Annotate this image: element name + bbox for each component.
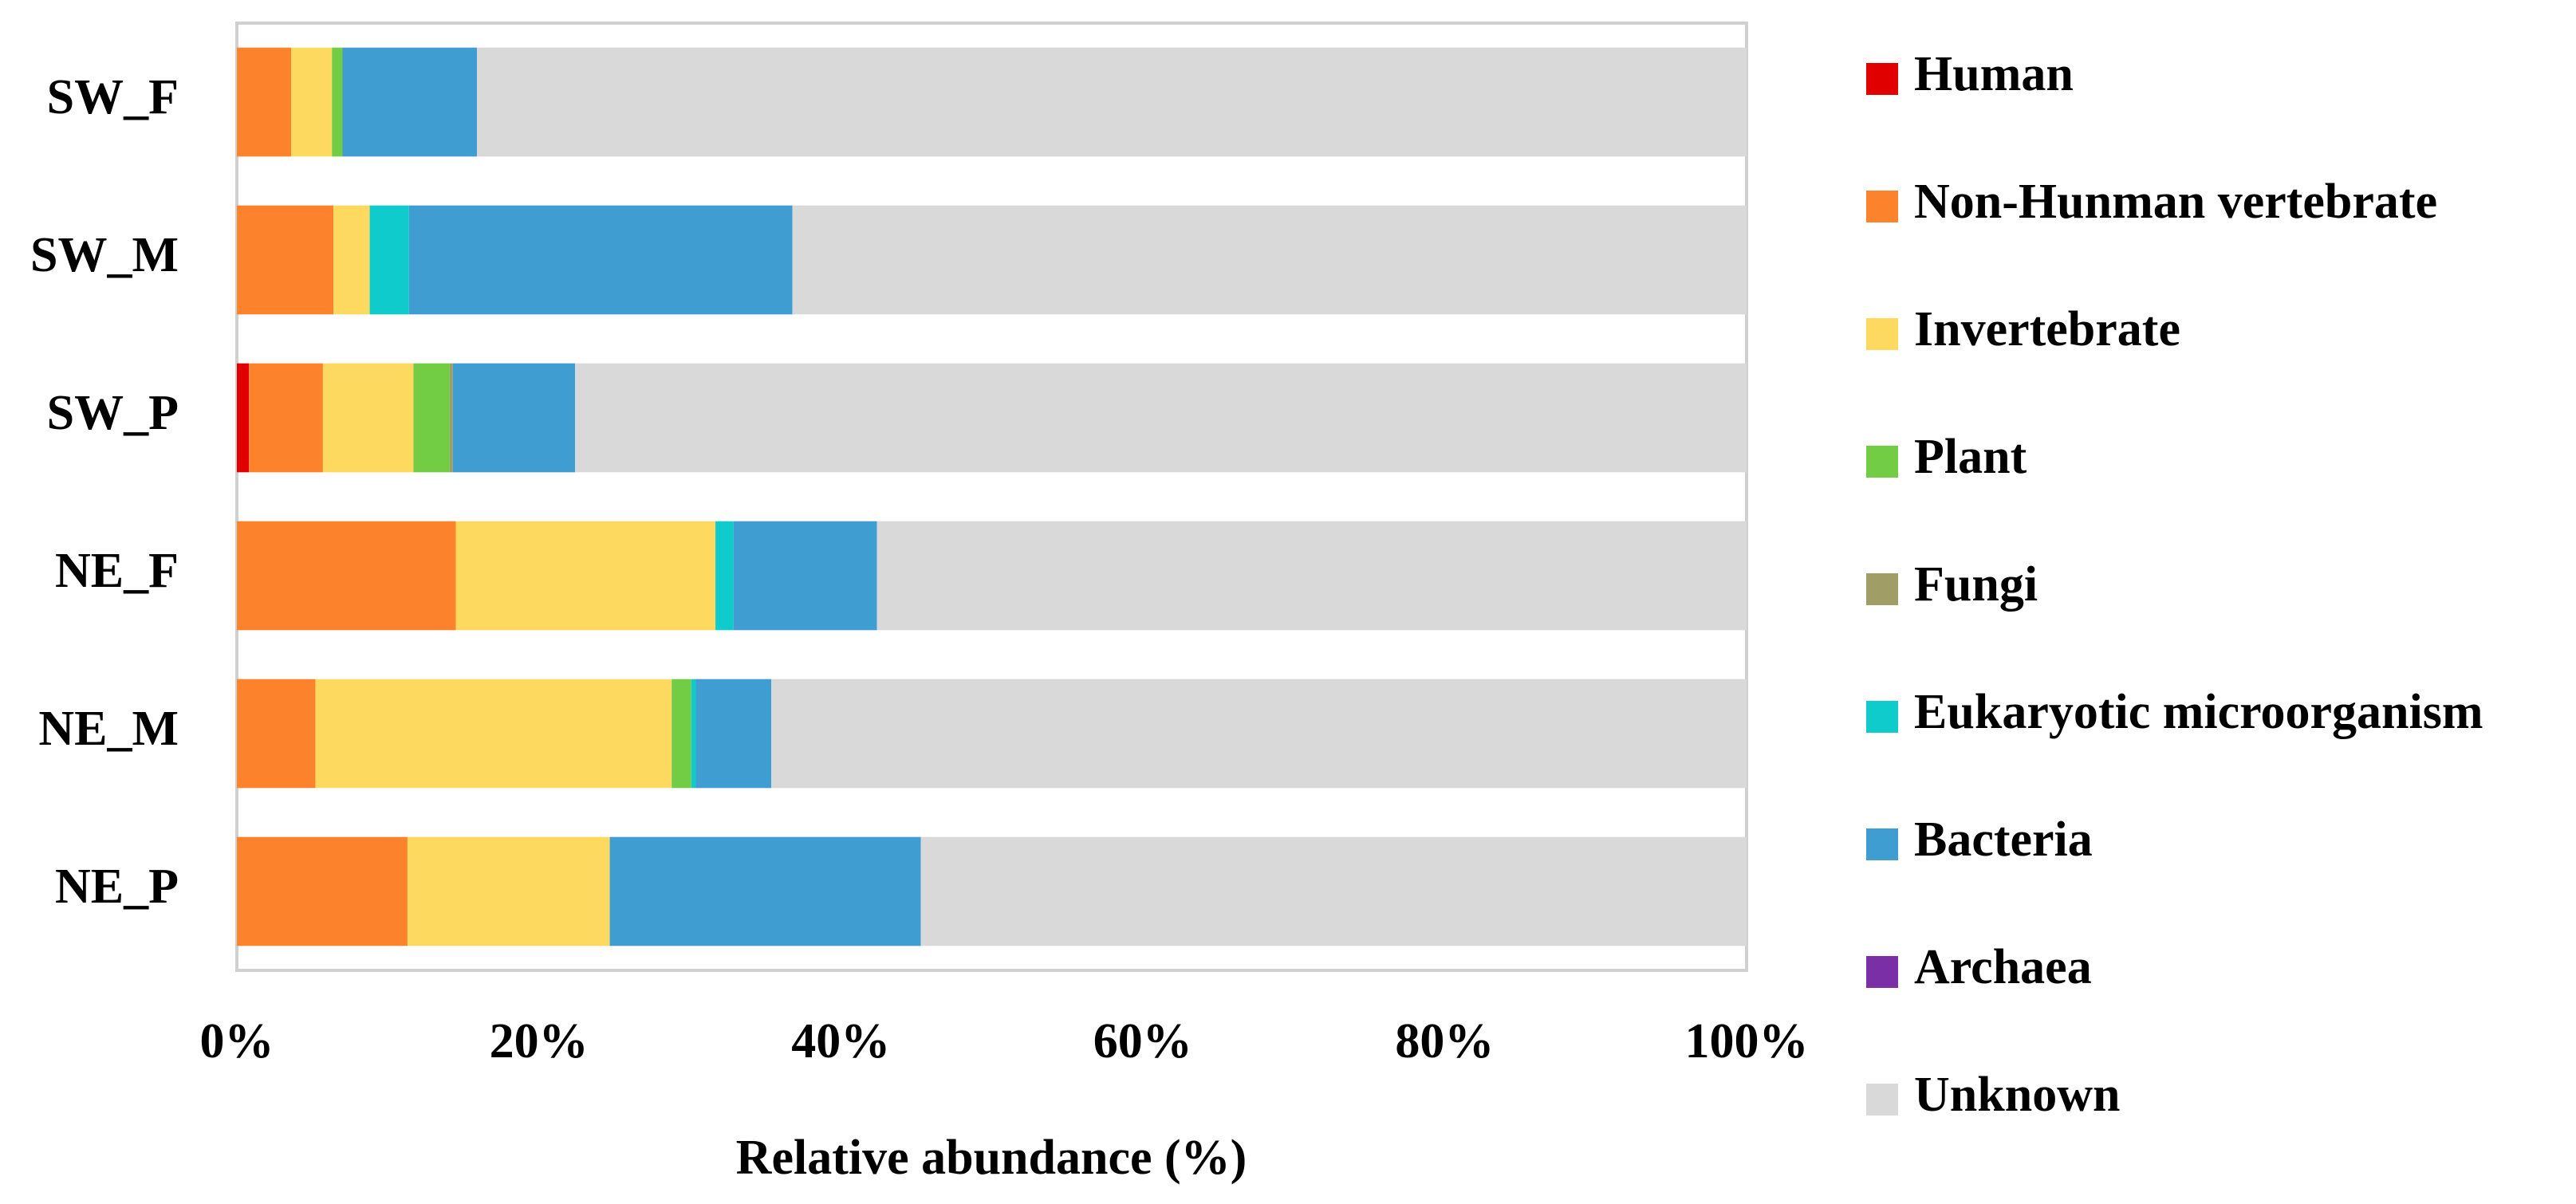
bar-segment [691, 679, 696, 789]
legend-swatch [1866, 573, 1898, 605]
bar-segment [237, 205, 334, 315]
legend-label: Fungi [1914, 557, 2038, 612]
bar-segment [369, 205, 409, 315]
y-tick-label: NE_P [55, 860, 179, 914]
bar-segment [413, 363, 450, 473]
bar-segment [452, 363, 576, 473]
bar-segment [609, 836, 921, 946]
bar-segment [449, 363, 453, 473]
legend-swatch [1866, 828, 1898, 860]
bar-segment [733, 521, 877, 631]
legend-swatch [1866, 63, 1898, 95]
bar-segment [332, 47, 343, 157]
legend-label: Eukaryotic microorganism [1914, 685, 2483, 739]
bar-segment [408, 205, 793, 315]
legend-label: Archaea [1914, 940, 2092, 994]
bar-segment [237, 47, 292, 157]
y-tick-label: NE_M [38, 702, 179, 756]
bar-segment [771, 679, 1747, 789]
legend-swatch [1866, 446, 1898, 478]
legend-label: Unknown [1914, 1068, 2120, 1122]
bar-segment [407, 836, 610, 946]
legend-label: Bacteria [1914, 813, 2093, 867]
x-tick-label: 80% [1395, 1014, 1494, 1068]
x-tick-label: 60% [1093, 1014, 1192, 1068]
bar-segment [322, 363, 414, 473]
y-tick-label: NE_F [55, 544, 179, 598]
bar-segment [237, 363, 250, 473]
bar-segment [237, 679, 316, 789]
bar-segment [237, 521, 456, 631]
bar-segment [333, 205, 370, 315]
bar-segment [455, 521, 716, 631]
bar-segment [291, 47, 333, 157]
legend-swatch [1866, 701, 1898, 733]
bar-segment [575, 363, 1747, 473]
x-tick-label: 40% [791, 1014, 890, 1068]
bar-segment [342, 47, 477, 157]
y-tick-label: SW_F [47, 70, 179, 124]
y-tick-label: SW_P [47, 386, 179, 440]
bar-segment [715, 521, 734, 631]
y-tick-label: SW_M [30, 228, 179, 282]
x-tick-label: 0% [200, 1014, 274, 1068]
bar-segment [920, 836, 1747, 946]
bar-segment [237, 836, 408, 946]
plot-frame [235, 22, 1748, 972]
legend-label: Plant [1914, 430, 2027, 484]
legend-swatch [1866, 1084, 1898, 1115]
x-tick-label: 20% [490, 1014, 589, 1068]
bar-segment [695, 679, 772, 789]
x-axis-title: Relative abundance (%) [736, 1131, 1247, 1185]
bar-segment [315, 679, 672, 789]
legend-label: Invertebrate [1914, 302, 2180, 356]
x-tick-label: 100% [1685, 1014, 1809, 1068]
legend-label: Non-Hunman vertebrate [1914, 175, 2437, 229]
bar-segment [249, 363, 323, 473]
bar-segment [876, 521, 1747, 631]
legend-swatch [1866, 318, 1898, 350]
bar-segment [476, 47, 1747, 157]
legend-label: Human [1914, 47, 2074, 101]
bar-segment [672, 679, 691, 789]
bar-segment [792, 205, 1747, 315]
legend-swatch [1866, 956, 1898, 988]
legend-swatch [1866, 191, 1898, 222]
